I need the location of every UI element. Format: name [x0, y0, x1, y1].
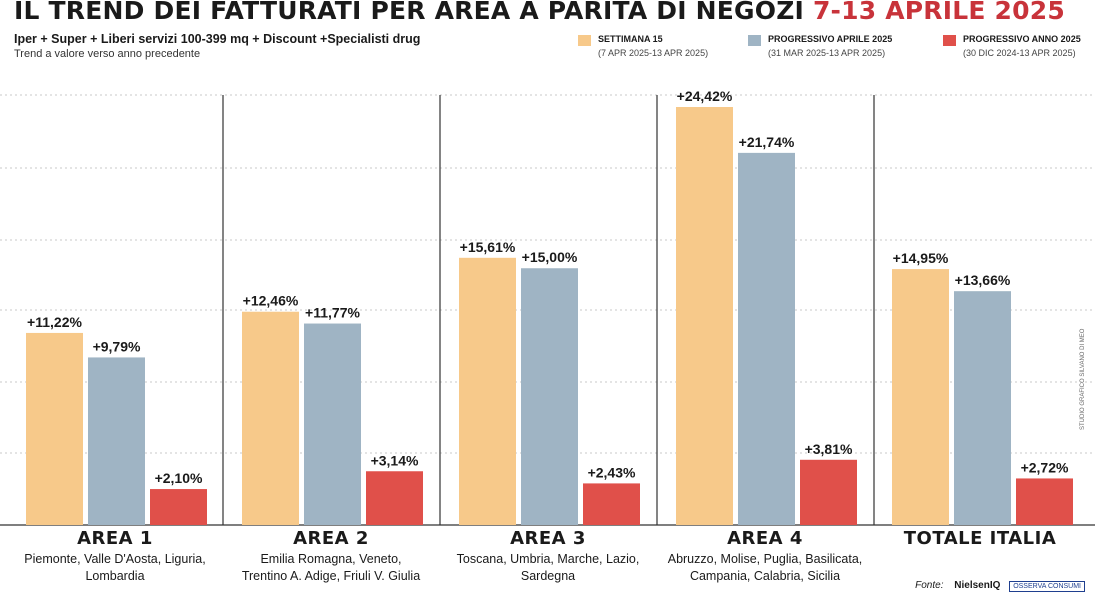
category-label: AREA 1 — [77, 528, 153, 549]
category-regions: Piemonte, Valle D'Aosta, Liguria, Lombard… — [7, 551, 223, 585]
legend-label: PROGRESSIVO ANNO 2025 — [963, 34, 1081, 44]
data-label: +3,81% — [805, 441, 853, 457]
bar — [459, 257, 516, 525]
bar — [676, 107, 733, 525]
chart-title: IL TREND DEI FATTURATI PER AREA A PARITÀ… — [14, 0, 1065, 25]
legend-label: SETTIMANA 15 — [598, 34, 663, 44]
data-label: +2,72% — [1021, 459, 1069, 475]
data-label: +9,79% — [93, 338, 141, 354]
data-label: +13,66% — [955, 272, 1011, 288]
legend-range: (30 DIC 2024-13 APR 2025) — [963, 48, 1076, 58]
region-line: Campania, Calabria, Sicilia — [689, 569, 841, 583]
region-line: Piemonte, Valle D'Aosta, Liguria, — [24, 552, 206, 566]
region-line: Sardegna — [520, 569, 576, 583]
region-line: Emilia Romagna, Veneto, — [260, 552, 402, 566]
nielseniq-logo: NielsenIQ — [954, 580, 1001, 591]
bar — [800, 459, 857, 525]
data-label: +24,42% — [677, 88, 733, 104]
category-label: AREA 3 — [510, 528, 586, 549]
osserva-consumi-logo: OSSERVA CONSUMI — [1009, 581, 1085, 592]
bar — [1016, 478, 1073, 525]
legend-swatch — [943, 35, 956, 46]
region-line: Toscana, Umbria, Marche, Lazio, — [456, 552, 640, 566]
bar — [366, 471, 423, 525]
source: Fonte: NielsenIQ OSSERVA CONSUMI — [915, 580, 1085, 592]
region-line: Lombardia — [85, 569, 145, 583]
data-label: +2,10% — [155, 470, 203, 486]
legend-swatch — [748, 35, 761, 46]
credit: STUDIO GRAFICO SILVANO DI MEO — [1080, 328, 1086, 430]
chart-subtitle: Iper + Super + Liberi servizi 100-399 mq… — [14, 32, 421, 46]
legend-range: (31 MAR 2025-13 APR 2025) — [768, 48, 886, 58]
legend-swatch — [578, 35, 591, 46]
data-label: +15,00% — [522, 249, 578, 265]
bar — [304, 323, 361, 525]
region-line: Trentino A. Adige, Friuli V. Giulia — [241, 569, 421, 583]
data-label: +2,43% — [588, 464, 636, 480]
data-label: +14,95% — [893, 250, 949, 266]
data-label: +11,77% — [305, 305, 360, 321]
chart-title-accent: 7-13 APRILE 2025 — [812, 0, 1065, 25]
data-label: +21,74% — [739, 134, 795, 150]
chart-note: Trend a valore verso anno precedente — [14, 48, 201, 60]
bar — [892, 269, 949, 525]
category-label: TOTALE ITALIA — [903, 528, 1057, 549]
bar — [521, 268, 578, 525]
category-label: AREA 2 — [293, 528, 369, 549]
bar — [738, 152, 795, 525]
region-line: Abruzzo, Molise, Puglia, Basilicata, — [667, 552, 863, 566]
bar — [954, 291, 1011, 525]
data-label: +11,22% — [27, 314, 82, 330]
category-regions: Toscana, Umbria, Marche, Lazio, Sardegna — [440, 551, 656, 585]
chart-title-main: IL TREND DEI FATTURATI PER AREA A PARITÀ… — [14, 0, 805, 25]
source-label: Fonte: — [915, 580, 944, 591]
bar — [88, 357, 145, 525]
category-label: AREA 4 — [727, 528, 803, 549]
data-label: +15,61% — [460, 239, 516, 255]
bar — [26, 332, 83, 525]
bar — [583, 483, 640, 525]
legend-label: PROGRESSIVO APRILE 2025 — [768, 34, 893, 44]
legend-range: (7 APR 2025-13 APR 2025) — [598, 48, 709, 58]
bar — [150, 489, 207, 525]
category-regions: Emilia Romagna, Veneto, Trentino A. Adige… — [223, 551, 439, 585]
category-regions: Abruzzo, Molise, Puglia, Basilicata, Camp… — [657, 551, 873, 585]
bar — [242, 311, 299, 525]
data-label: +12,46% — [243, 293, 299, 309]
data-label: +3,14% — [371, 452, 419, 468]
